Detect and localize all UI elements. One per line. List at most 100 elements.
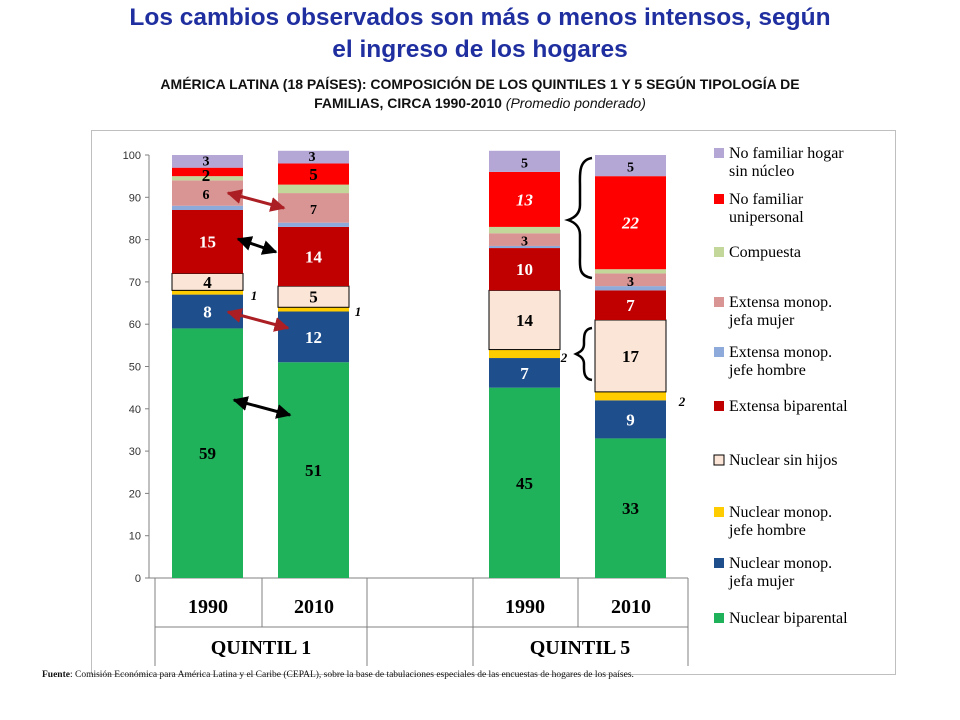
data-label-nuclear_monop_jefa_mujer: 12	[305, 328, 322, 347]
change-arrow-red	[226, 189, 286, 212]
y-tick-label: 0	[135, 573, 141, 585]
y-tick-label: 100	[123, 150, 141, 162]
legend-label: Nuclear biparental	[729, 610, 848, 627]
data-label-no_familiar_sin_nucleo: 3	[309, 150, 316, 165]
bar-segment	[278, 311, 349, 363]
bar-segment	[278, 307, 349, 312]
source-text: : Comisión Económica para América Latina…	[69, 670, 634, 680]
legend-swatch	[714, 148, 724, 158]
legend-label: Extensa biparental	[729, 398, 848, 415]
x-category-label: 2010	[294, 596, 334, 618]
y-tick-label: 90	[129, 192, 141, 204]
data-label-extensa_biparental: 14	[305, 248, 323, 267]
legend-label: unipersonal	[729, 209, 804, 226]
bar-segment	[278, 184, 349, 194]
data-label-nuclear_monop_jefa_mujer: 9	[626, 410, 635, 429]
bar-segment	[489, 226, 560, 234]
bar-segment	[489, 248, 560, 291]
chart-subtitle: AMÉRICA LATINA (18 PAÍSES): COMPOSICIÓN …	[20, 75, 940, 113]
x-category-label: 1990	[505, 596, 545, 618]
data-label-nuclear_sin_hijos: 4	[203, 273, 212, 292]
bar-segment	[489, 233, 560, 246]
chart-subtitle-line-2: FAMILIAS, CIRCA 1990-2010 (Promedio pond…	[20, 94, 940, 113]
x-category-label: 2010	[611, 596, 651, 618]
legend-label: Nuclear sin hijos	[729, 452, 837, 469]
legend-label: sin núcleo	[729, 163, 794, 180]
legend-label: Extensa monop.	[729, 294, 832, 311]
bar-segment	[172, 328, 243, 578]
data-label-nuclear_monop_jefe_hombre: 1	[355, 304, 362, 319]
data-label-nuclear_biparental: 45	[516, 474, 533, 493]
bar-segment	[595, 176, 666, 270]
y-tick-label: 60	[129, 319, 141, 331]
bar-segment	[595, 438, 666, 578]
legend-label: No familiar	[729, 191, 804, 208]
x-group-label: QUINTIL 1	[211, 637, 312, 659]
bar-segment	[278, 150, 349, 164]
bar-segment	[172, 167, 243, 177]
bar-segment	[489, 171, 560, 227]
y-tick-label: 70	[129, 277, 141, 289]
legend-swatch	[714, 558, 724, 568]
data-label-nuclear_monop_jefa_mujer: 7	[520, 364, 529, 383]
legend-swatch	[714, 507, 724, 517]
legend-label: No familiar hogar	[729, 145, 844, 162]
bar-segment	[595, 290, 666, 320]
bar-segment	[278, 222, 349, 227]
legend-swatch	[714, 347, 724, 357]
bar-segment	[278, 193, 349, 223]
y-tick-label: 10	[129, 531, 141, 543]
legend-swatch	[713, 454, 725, 466]
data-label-nuclear_biparental: 59	[199, 444, 216, 463]
y-tick-label: 80	[129, 235, 141, 247]
bar-segment	[595, 400, 666, 439]
data-label-no_familiar_unipersonal: 22	[621, 214, 640, 233]
change-arrow	[236, 236, 278, 255]
data-label-extensa_monop_jefa_mujer: 6	[203, 188, 210, 203]
data-label-nuclear_biparental: 51	[305, 461, 322, 480]
bar-segment	[172, 209, 243, 274]
legend-swatch	[714, 401, 724, 411]
legend-swatch	[714, 613, 724, 623]
data-label-extensa_monop_jefa_mujer: 7	[310, 203, 317, 218]
bar-segment	[489, 387, 560, 578]
brace-icon	[573, 326, 593, 382]
legend-label: Compuesta	[729, 244, 801, 261]
page-title-line-1: Los cambios observados son más o menos i…	[129, 4, 831, 31]
x-group-label: QUINTIL 5	[530, 637, 631, 659]
page-title: Los cambios observados son más o menos i…	[0, 2, 960, 66]
legend-swatch	[714, 194, 724, 204]
brace-icon	[564, 156, 593, 280]
source-note: Fuente: Comisión Económica para América …	[42, 670, 634, 680]
chart-subtitle-note: (Promedio ponderado)	[505, 95, 646, 111]
bar-segment	[595, 155, 666, 177]
data-label-no_familiar_sin_nucleo: 3	[203, 154, 210, 169]
chart-subtitle-line-1: AMÉRICA LATINA (18 PAÍSES): COMPOSICIÓN …	[160, 76, 800, 92]
data-label-extensa_biparental: 15	[199, 233, 216, 252]
data-label-extensa_biparental: 10	[516, 260, 533, 279]
data-label-nuclear_monop_jefa_mujer: 8	[203, 303, 212, 322]
bar-segment	[489, 349, 560, 359]
chart-subtitle-main: FAMILIAS, CIRCA 1990-2010	[314, 95, 502, 111]
bar-segment	[278, 226, 349, 287]
legend-label: jefe hombre	[728, 362, 806, 379]
data-label-nuclear_sin_hijos: 5	[309, 288, 318, 307]
change-arrow	[232, 396, 292, 419]
legend-swatch	[714, 297, 724, 307]
data-label-nuclear_monop_jefe_hombre: 1	[251, 288, 258, 303]
data-label-nuclear_monop_jefe_hombre: 2	[560, 350, 568, 365]
page-title-line-2: el ingreso de los hogares	[332, 36, 628, 63]
bar-segment	[172, 205, 243, 210]
change-arrow-red	[226, 308, 290, 332]
legend-label: jefa mujer	[728, 573, 795, 590]
source-label: Fuente	[42, 670, 70, 680]
data-label-extensa_monop_jefa_mujer: 3	[521, 235, 528, 250]
bar-segment	[489, 150, 560, 172]
bar-segment	[172, 176, 243, 181]
bar-segment	[489, 245, 560, 249]
legend-label: jefe hombre	[728, 522, 806, 539]
bar-segment	[278, 163, 349, 185]
bar-segment	[595, 273, 666, 287]
bar-segment	[595, 391, 666, 401]
